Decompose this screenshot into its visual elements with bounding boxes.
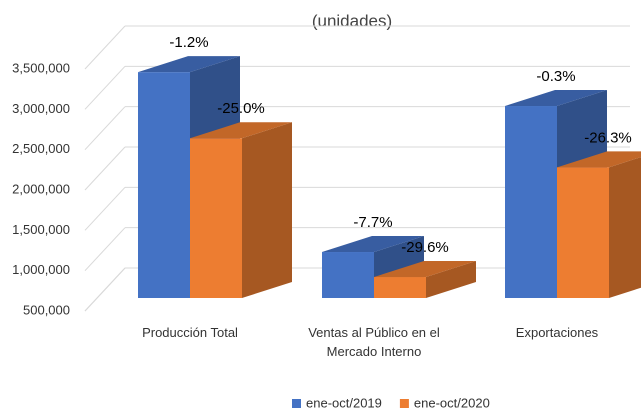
- bar: [190, 138, 242, 298]
- bar: [557, 167, 609, 298]
- bar: [505, 106, 557, 298]
- bar-top: [557, 151, 641, 168]
- x-tick-label: Producción Total: [142, 325, 238, 340]
- bar: [322, 252, 374, 298]
- bar-top: [138, 56, 240, 73]
- bar-annotation: -25.0%: [217, 100, 265, 117]
- legend-label: ene-oct/2020: [414, 395, 490, 410]
- bar-top: [322, 236, 424, 253]
- y-tick-label: 3,000,000: [12, 101, 70, 116]
- y-tick-label: 2,500,000: [12, 141, 70, 156]
- grid-line: [84, 25, 630, 70]
- bar-side: [242, 122, 292, 298]
- grid-side: [84, 267, 126, 312]
- bar-top: [374, 261, 476, 278]
- bar-annotation: -29.6%: [401, 239, 449, 256]
- bar-side: [426, 261, 476, 298]
- y-tick-label: 1,500,000: [12, 222, 70, 237]
- bar-annotation: -7.7%: [353, 214, 392, 231]
- y-tick-label: 3,500,000: [12, 60, 70, 75]
- bar-side: [609, 157, 641, 298]
- grid-side: [84, 65, 126, 110]
- grid-side: [84, 227, 126, 272]
- bar-annotation: -1.2%: [169, 34, 208, 51]
- bar: [374, 277, 426, 298]
- y-tick-label: 1,000,000: [12, 262, 70, 277]
- legend-swatch: [292, 399, 301, 408]
- bar-top: [190, 122, 292, 139]
- y-tick-label: 2,000,000: [12, 181, 70, 196]
- bar-top: [505, 90, 607, 107]
- bar-annotation: -26.3%: [584, 129, 632, 146]
- legend-swatch: [399, 399, 409, 408]
- legend-label: ene-oct/2019: [306, 395, 382, 410]
- grid-side: [84, 25, 126, 70]
- grid-side: [84, 106, 126, 151]
- x-tick-label: Exportaciones: [516, 325, 599, 340]
- x-tick-label: Ventas al Público en el Mercado Interno: [308, 325, 440, 359]
- bar: [138, 72, 190, 298]
- grid-side: [84, 146, 126, 191]
- y-tick-label: 500,000: [23, 302, 70, 317]
- grid-side: [84, 186, 126, 231]
- bar-annotation: -0.3%: [536, 68, 575, 85]
- chart-title: (unidades): [312, 11, 392, 30]
